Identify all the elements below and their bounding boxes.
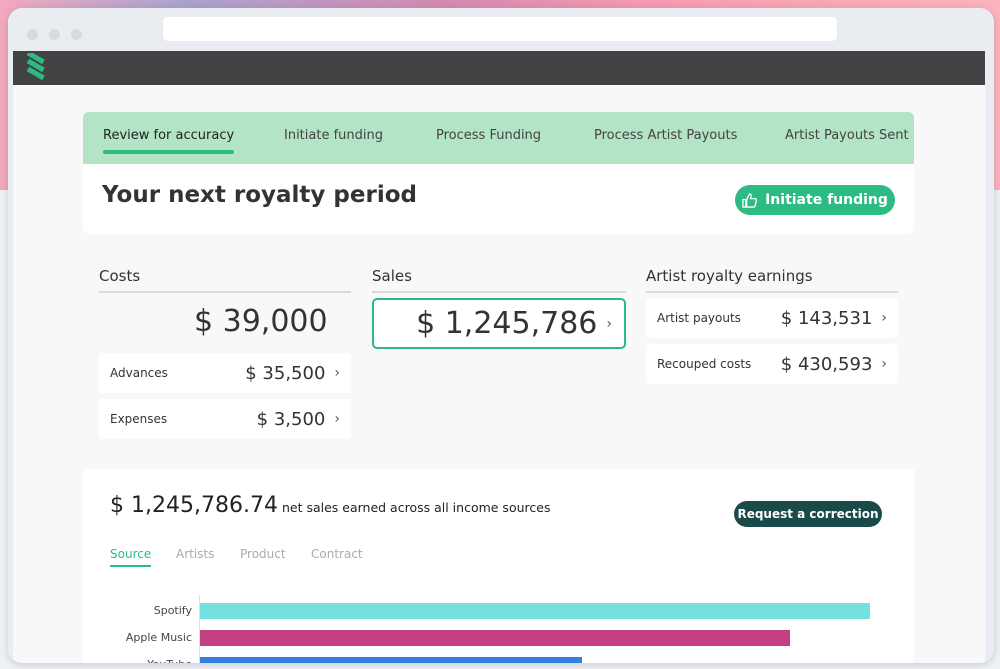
app-topbar	[13, 51, 985, 85]
sales-total-card[interactable]: $ 1,245,786 ›	[372, 298, 626, 349]
bar-label: Spotify	[153, 604, 192, 617]
net-sales-description: net sales earned across all income sourc…	[281, 500, 551, 515]
period-header-card: Your next royalty period Initiate fundin…	[83, 164, 914, 234]
sales-breakdown-card: $ 1,245,786.74 net sales earned across al…	[83, 469, 914, 663]
costs-total: $ 39,000	[194, 304, 328, 339]
logo-icon[interactable]	[25, 53, 49, 81]
recouped-costs-label: Recouped costs	[657, 357, 752, 371]
artist-payouts-value: $ 143,531	[780, 307, 873, 329]
tab-product[interactable]: Product	[240, 547, 286, 561]
step-process-funding[interactable]: Process Funding	[436, 128, 542, 143]
advances-label: Advances	[110, 366, 168, 380]
advances-value: $ 35,500	[245, 362, 326, 384]
tab-source[interactable]: Source	[110, 547, 152, 567]
recouped-costs-row[interactable]: Recouped costs $ 430,593 ›	[646, 344, 898, 384]
chevron-right-icon: ›	[881, 356, 887, 372]
window-maximize-dot[interactable]	[71, 29, 82, 40]
initiate-funding-button[interactable]: Initiate funding	[735, 185, 895, 215]
tab-artists[interactable]: Artists	[176, 547, 215, 561]
progress-stepper: Review for accuracy Initiate funding Pro…	[83, 112, 914, 164]
chevron-right-icon: ›	[881, 310, 887, 326]
artist-payouts-row[interactable]: Artist payouts $ 143,531 ›	[646, 298, 898, 338]
net-sales-summary: $ 1,245,786.74 net sales earned across al…	[110, 493, 550, 518]
thumbs-up-icon	[742, 192, 758, 208]
costs-heading: Costs	[99, 267, 351, 293]
expenses-label: Expenses	[110, 412, 168, 426]
address-bar[interactable]	[163, 17, 837, 41]
chart-axis	[199, 595, 200, 663]
browser-window: Review for accuracy Initiate funding Pro…	[8, 8, 994, 663]
step-review-for-accuracy[interactable]: Review for accuracy	[103, 128, 235, 154]
tab-contract[interactable]: Contract	[311, 547, 363, 561]
bar-apple-music[interactable]	[200, 630, 790, 646]
sales-heading: Sales	[372, 267, 626, 293]
earnings-heading: Artist royalty earnings	[646, 267, 898, 293]
page-title: Your next royalty period	[102, 182, 417, 208]
advances-row[interactable]: Advances $ 35,500 ›	[99, 353, 351, 393]
window-minimize-dot[interactable]	[49, 29, 60, 40]
sales-total: $ 1,245,786	[416, 306, 598, 341]
chevron-right-icon: ›	[334, 411, 340, 427]
bar-label: YouTube	[147, 658, 192, 663]
expenses-row[interactable]: Expenses $ 3,500 ›	[99, 399, 351, 439]
net-sales-amount: $ 1,245,786.74	[110, 493, 278, 518]
step-initiate-funding[interactable]: Initiate funding	[284, 128, 383, 143]
request-correction-button[interactable]: Request a correction	[734, 501, 882, 527]
window-close-dot[interactable]	[27, 29, 38, 40]
expenses-value: $ 3,500	[256, 408, 326, 430]
step-process-artist-payouts[interactable]: Process Artist Payouts	[594, 128, 738, 143]
main-content: Review for accuracy Initiate funding Pro…	[13, 85, 985, 663]
recouped-costs-value: $ 430,593	[780, 353, 873, 375]
bar-label: Apple Music	[125, 631, 192, 644]
chevron-right-icon: ›	[334, 365, 340, 381]
artist-payouts-label: Artist payouts	[657, 311, 741, 325]
bar-youtube[interactable]	[200, 657, 582, 663]
chevron-right-icon: ›	[606, 315, 612, 332]
bar-spotify[interactable]	[200, 603, 870, 619]
step-artist-payouts-sent[interactable]: Artist Payouts Sent	[785, 128, 909, 143]
initiate-funding-label: Initiate funding	[765, 192, 888, 208]
